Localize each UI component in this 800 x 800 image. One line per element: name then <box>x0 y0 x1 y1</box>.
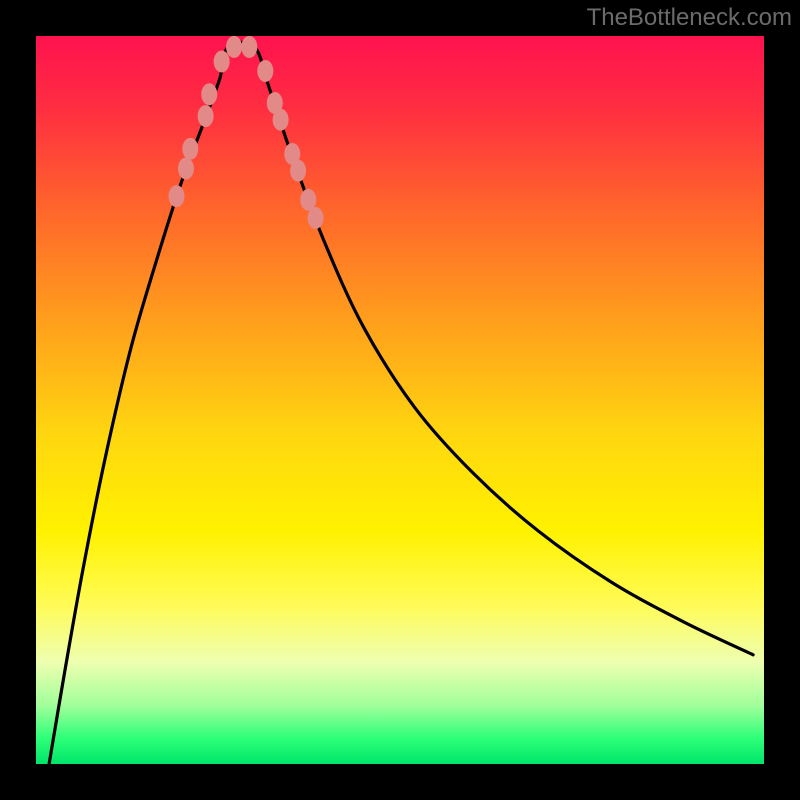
data-marker <box>214 50 230 72</box>
chart-canvas: TheBottleneck.com <box>0 0 800 800</box>
data-marker <box>257 60 273 82</box>
data-marker <box>226 36 242 58</box>
data-marker <box>169 185 185 207</box>
plot-area <box>36 36 764 764</box>
gradient-background <box>36 36 764 764</box>
plot-svg <box>36 36 764 764</box>
data-marker <box>198 105 214 127</box>
data-marker <box>182 138 198 160</box>
data-marker <box>178 158 194 180</box>
data-marker <box>273 109 289 131</box>
data-marker <box>241 36 257 58</box>
data-marker <box>290 160 306 182</box>
data-marker <box>308 207 324 229</box>
watermark-text: TheBottleneck.com <box>587 4 792 32</box>
data-marker <box>201 83 217 105</box>
